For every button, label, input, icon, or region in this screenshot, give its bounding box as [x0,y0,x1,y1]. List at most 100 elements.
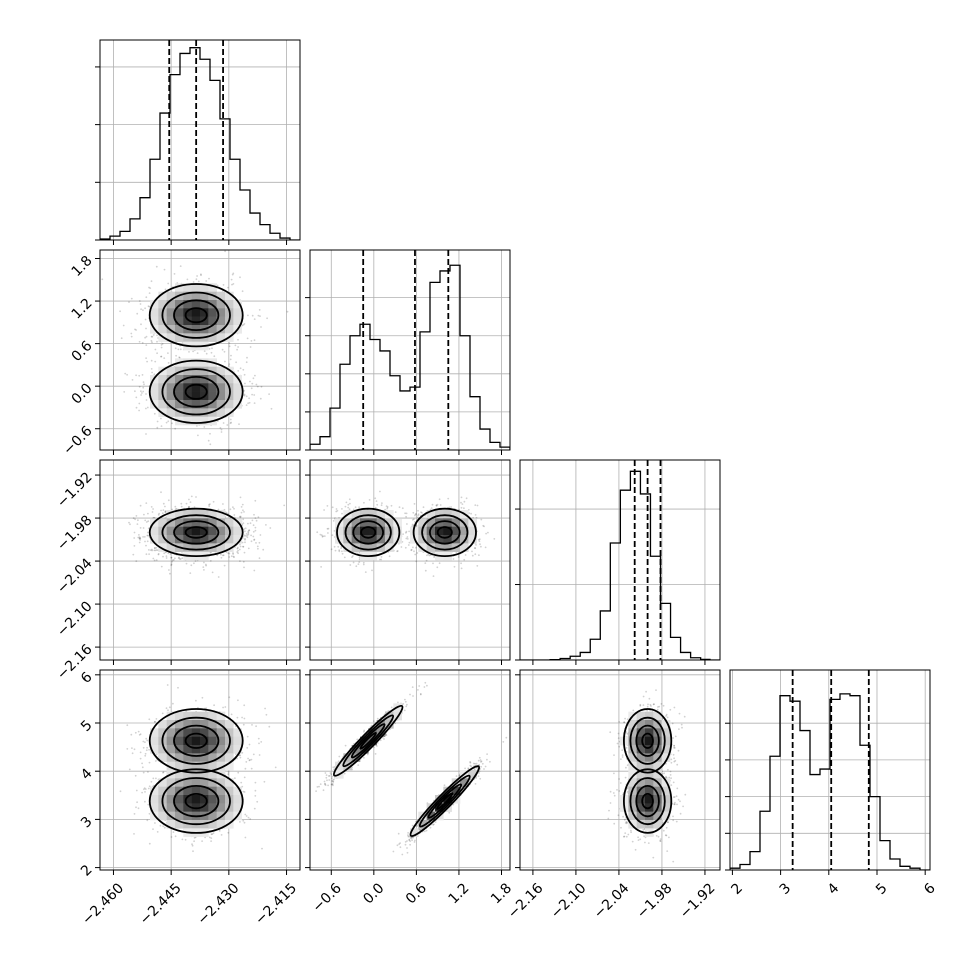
density-cell [158,325,167,334]
scatter-point [438,562,441,565]
scatter-point [475,516,478,519]
scatter-point [405,530,408,533]
density-cell [191,358,201,367]
density-cell [175,308,184,317]
scatter-point [247,533,250,536]
scatter-point [239,515,242,518]
scatter-point [212,500,215,503]
density-cell [225,518,234,527]
scatter-point [338,550,341,553]
scatter-point [245,395,248,398]
density-cell [183,291,192,301]
scatter-point [135,560,138,562]
scatter-point [258,557,261,560]
scatter-point [259,397,262,400]
scatter-point [193,562,195,565]
density-cell [191,291,201,301]
scatter-point [269,527,272,529]
density-cell [208,510,217,519]
density-cell [175,325,184,334]
scatter-point [232,555,235,558]
density-cell [150,535,159,544]
scatter-point [244,382,246,385]
scatter-point [412,511,415,514]
scatter-point [146,406,149,409]
scatter-point [471,554,474,557]
scatter-point [144,336,147,339]
density-cell [208,526,217,536]
density-cell [200,366,209,376]
scatter-point [147,549,150,551]
scatter-point [355,565,358,568]
density-cell [158,400,167,409]
scatter-point [128,301,130,303]
density-cell [175,366,184,376]
density-cell [200,316,209,326]
density-cell [166,543,176,552]
scatter-point [154,348,157,351]
scatter-point [133,545,136,547]
scatter-point [138,300,141,302]
scatter-point [165,555,168,557]
y-tick-label: −1.92 [54,469,96,511]
scatter-point [460,567,463,570]
scatter-point [139,303,142,305]
scatter-point [132,517,135,520]
scatter-point [175,354,178,357]
scatter-point [250,387,253,390]
scatter-point [222,503,224,505]
scatter-point [251,519,254,522]
scatter-point [247,547,250,550]
scatter-point [192,281,195,283]
density-cell [208,400,217,409]
scatter-point [207,439,210,442]
scatter-point [177,557,180,560]
scatter-point [174,347,177,350]
scatter-point [219,427,222,429]
density-cell [175,518,184,527]
scatter-point [338,549,341,551]
scatter-point [380,504,383,507]
panel-frame [99,249,301,451]
scatter-point [129,523,131,526]
scatter-point [138,537,141,540]
scatter-point [164,511,167,513]
scatter-point [131,379,134,381]
scatter-point [140,390,142,393]
scatter-point [243,534,246,537]
scatter-point [400,546,403,548]
scatter-point [376,503,379,506]
scatter-point [470,512,472,515]
scatter-point [244,527,247,530]
scatter-point [270,407,273,410]
scatter-point [343,556,346,559]
scatter-point [145,521,148,523]
scatter-point [243,323,246,325]
density-cell [200,358,209,367]
scatter-point [145,553,148,556]
contours [148,507,244,558]
y-tick-label: 1.8 [69,253,96,280]
scatter-point [150,359,153,362]
density-cell [166,408,176,417]
scatter-point [235,361,238,364]
scatter-point [228,552,231,555]
scatter-point [374,506,377,509]
density-cell [166,291,176,301]
contour-level [148,507,244,558]
scatter-point [145,433,147,435]
density-cell [191,308,201,317]
scatter-point [165,421,168,424]
scatter-point [386,506,389,508]
scatter-point [254,374,256,377]
contours [148,283,244,424]
scatter-point [141,392,143,394]
scatter-point [144,307,147,310]
scatter-point [151,548,153,551]
scatter-point [245,533,248,535]
scatter-point [156,426,159,429]
scatter-point [142,536,145,538]
scatter-point [246,356,248,359]
scatter-point [237,338,239,341]
scatter-point [413,503,416,505]
